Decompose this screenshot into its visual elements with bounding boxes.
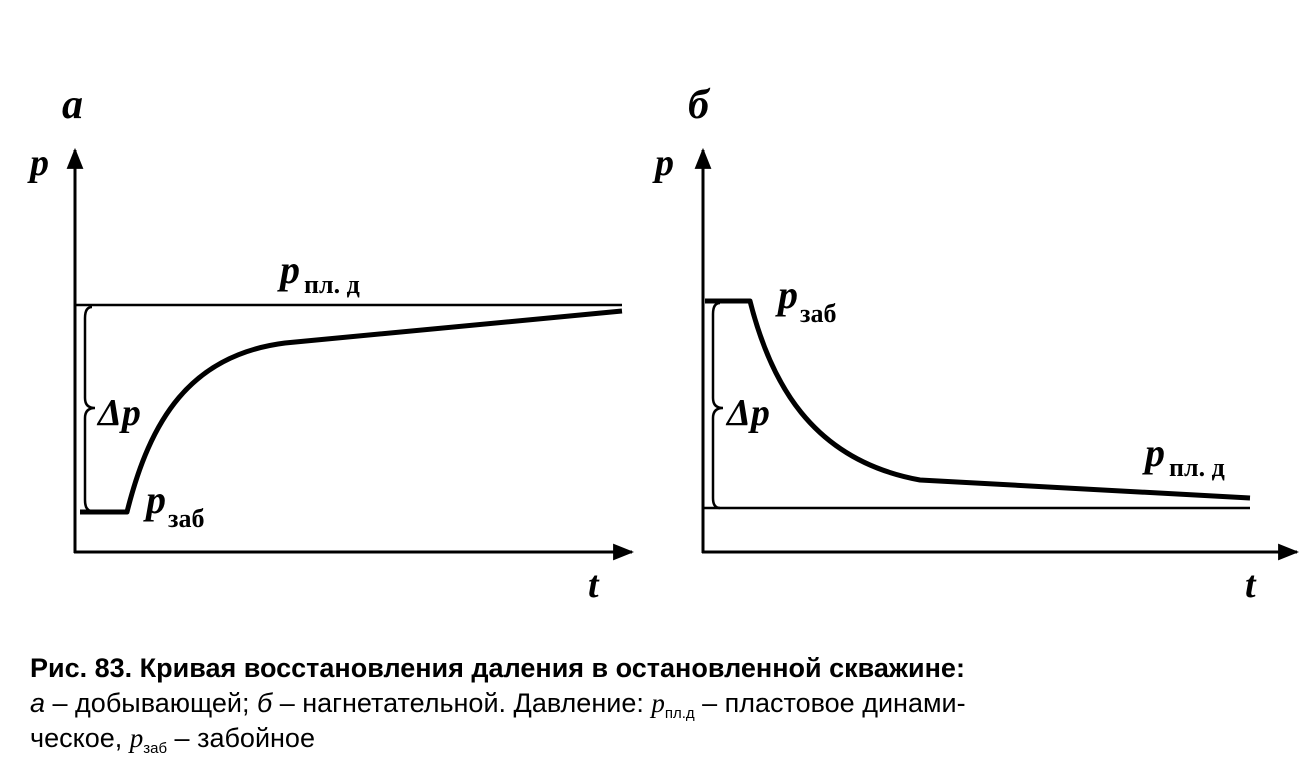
label-sub: пл. д xyxy=(1169,453,1225,482)
x-axis-label: t xyxy=(588,564,600,606)
caption-text: – добывающей; xyxy=(45,688,257,718)
caption-text: p xyxy=(128,723,144,753)
label-sub: пл. д xyxy=(304,270,360,299)
brace xyxy=(83,305,96,513)
label-main: p xyxy=(143,477,166,522)
pressure-curve xyxy=(705,298,1251,501)
caption-text: p xyxy=(649,688,665,718)
label-main: p xyxy=(277,247,300,292)
caption-text: – пластовое динами- xyxy=(695,688,966,718)
caption-sub: заб xyxy=(143,740,167,757)
caption-text: – нагнетательной. Давление: xyxy=(272,688,651,718)
caption-line: ческое, pзаб – забойное xyxy=(30,723,315,757)
y-axis-label: p xyxy=(27,142,49,184)
panel-letter: а xyxy=(62,82,83,128)
delta-label: Δp xyxy=(725,392,770,434)
panel-letter: б xyxy=(688,82,711,128)
label-sub: заб xyxy=(168,504,204,533)
label-sub: заб xyxy=(800,299,836,328)
caption: Рис. 83. Кривая восстановления даления в… xyxy=(30,653,966,757)
panel-a: а p t Δp p пл. д pзаб xyxy=(27,82,635,606)
caption-title: Рис. 83. Кривая восстановления даления в… xyxy=(30,653,965,683)
curve-label: p пл. д xyxy=(277,247,360,299)
caption-sub: пл.д xyxy=(665,705,695,722)
pressure-curve xyxy=(80,308,623,515)
label-main: p xyxy=(775,272,798,317)
brace xyxy=(711,301,724,510)
caption-text: а xyxy=(30,688,45,718)
panel-b: б p t Δp pзаб p пл. д xyxy=(652,82,1300,606)
caption-text: ческое, xyxy=(30,723,130,753)
x-axis-label: t xyxy=(1245,564,1257,606)
delta-label: Δp xyxy=(96,392,141,434)
label-main: p xyxy=(1142,430,1165,475)
y-axis-label: p xyxy=(652,142,674,184)
curve-label: p пл. д xyxy=(1142,430,1225,482)
caption-text: б xyxy=(257,688,273,718)
curve-label: pзаб xyxy=(143,477,204,533)
curve-label: pзаб xyxy=(775,272,836,328)
caption-line: а – добывающей; б – нагнетательной. Давл… xyxy=(30,688,966,722)
caption-text: – забойное xyxy=(167,723,315,753)
